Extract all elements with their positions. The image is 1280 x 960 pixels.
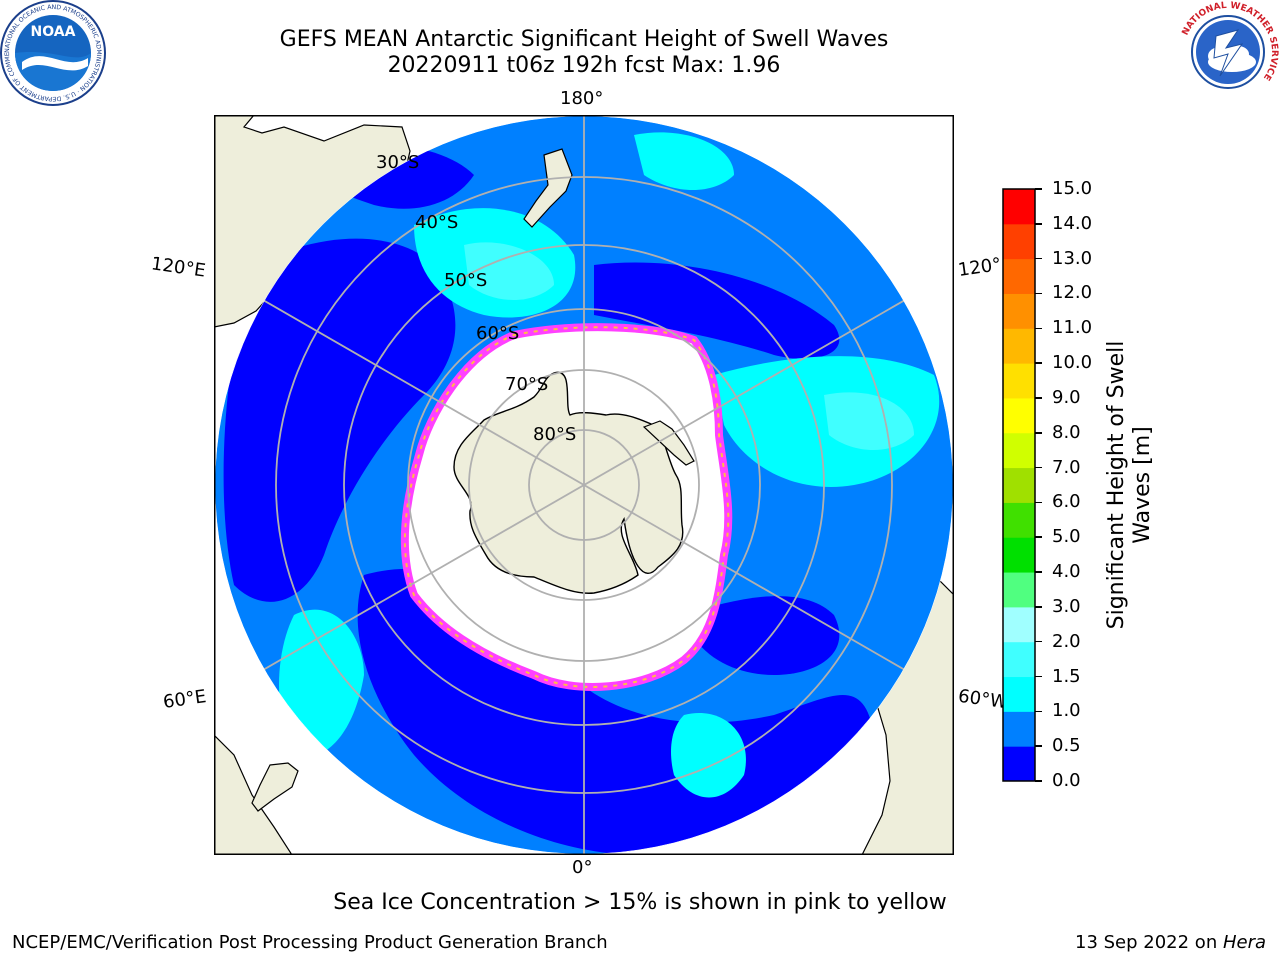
colorbar-swatch xyxy=(1003,189,1035,225)
colorbar-tick-label: 15.0 xyxy=(1052,178,1093,199)
chart-title-line1: GEFS MEAN Antarctic Significant Height o… xyxy=(279,27,889,52)
lat-label-80s: 80°S xyxy=(533,424,577,445)
colorbar-swatch xyxy=(1003,397,1035,434)
colorbar-tick-mark xyxy=(1035,432,1042,434)
sea-ice-caption: Sea Ice Concentration > 15% is shown in … xyxy=(333,890,947,915)
polar-map-svg xyxy=(213,114,955,856)
colorbar-swatch xyxy=(1003,258,1035,294)
colorbar-tick-mark xyxy=(1035,223,1042,225)
polar-map xyxy=(213,114,955,856)
lon-label-120w: 120° xyxy=(956,254,1003,281)
colorbar-swatch xyxy=(1003,467,1035,503)
swell-higher-regions xyxy=(464,242,914,450)
lat-label-50s: 50°S xyxy=(444,270,488,291)
nws-logo: NATIONAL WEATHER SERVICE xyxy=(1177,1,1279,103)
colorbar-tick-label: 14.0 xyxy=(1052,212,1093,234)
colorbar-tick-label: 0.5 xyxy=(1052,735,1081,757)
colorbar-tick-label: 11.0 xyxy=(1052,317,1093,339)
colorbar-swatch xyxy=(1003,606,1035,643)
colorbar-swatch xyxy=(1003,572,1035,608)
swell-high-regions xyxy=(279,132,940,798)
colorbar-tick-label: 4.0 xyxy=(1052,561,1081,583)
colorbar-tick-mark xyxy=(1035,327,1042,330)
colorbar-swatch xyxy=(1003,293,1035,329)
colorbar-label-line1: Significant Height of Swell xyxy=(1104,340,1129,630)
colorbar-tick-mark xyxy=(1035,780,1042,782)
chart-title-line2: 20220911 t06z 192h fcst Max: 1.96 xyxy=(387,53,781,78)
colorbar-tick-label: 12.0 xyxy=(1052,282,1093,304)
colorbar-swatch xyxy=(1003,676,1035,712)
colorbar-tick-label: 8.0 xyxy=(1052,421,1081,443)
colorbar-tick-mark xyxy=(1035,640,1042,643)
colorbar-swatch xyxy=(1003,432,1035,469)
antarctic-peninsula xyxy=(642,420,695,466)
colorbar-tick-label: 3.0 xyxy=(1052,595,1081,617)
noaa-logo: NATIONAL OCEANIC AND ATMOSPHERIC ADMINIS… xyxy=(0,0,106,106)
colorbar-tick-label: 10.0 xyxy=(1052,352,1093,374)
colorbar-tick-label: 1.5 xyxy=(1052,665,1081,687)
colorbar-border xyxy=(1002,188,1036,782)
colorbar-tick-mark xyxy=(1035,292,1042,295)
colorbar-tick-mark xyxy=(1035,745,1042,747)
colorbar-swatch xyxy=(1003,502,1035,538)
colorbar-swatch xyxy=(1003,223,1035,260)
colorbar xyxy=(1002,188,1036,782)
colorbar-tick-label: 7.0 xyxy=(1052,456,1081,478)
lat-label-40s: 40°S xyxy=(415,212,459,233)
colorbar-tick-label: 5.0 xyxy=(1052,526,1081,548)
colorbar-tick-mark xyxy=(1035,501,1042,504)
colorbar-tick-mark xyxy=(1035,362,1042,364)
colorbar-swatch xyxy=(1003,537,1035,573)
madagascar-landmass xyxy=(251,762,299,812)
colorbar-tick-label: 1.0 xyxy=(1052,700,1081,722)
colorbar-tick-label: 0.0 xyxy=(1052,770,1081,791)
meridian-lines xyxy=(215,116,953,854)
colorbar-tick-mark xyxy=(1035,536,1042,538)
footer-machine: Hera xyxy=(1222,932,1266,953)
footer-date-text: 13 Sep 2022 on xyxy=(1075,932,1223,953)
colorbar-tick-mark xyxy=(1035,710,1042,713)
footer-credit: NCEP/EMC/Verification Post Processing Pr… xyxy=(12,932,608,953)
lon-label-0: 0° xyxy=(572,857,593,878)
colorbar-tick-mark xyxy=(1035,606,1042,608)
antarctica-landmass xyxy=(453,371,684,594)
colorbar-tick-mark xyxy=(1035,675,1042,678)
colorbar-tick-mark xyxy=(1035,571,1042,573)
colorbar-tick-label: 9.0 xyxy=(1052,386,1081,408)
colorbar-tick-mark xyxy=(1035,466,1042,469)
colorbar-tick-mark xyxy=(1035,188,1042,190)
lat-label-60s: 60°S xyxy=(476,323,520,344)
lat-label-70s: 70°S xyxy=(505,374,549,395)
colorbar-tick-mark xyxy=(1035,397,1042,399)
colorbar-swatch xyxy=(1003,746,1035,782)
lon-label-180: 180° xyxy=(560,88,604,109)
lon-label-120e: 120°E xyxy=(149,253,207,282)
footer-date: 13 Sep 2022 on Hera xyxy=(1075,932,1266,953)
colorbar-tick-label: 2.0 xyxy=(1052,630,1081,652)
colorbar-tick-label: 13.0 xyxy=(1052,247,1093,269)
colorbar-swatch xyxy=(1003,363,1035,399)
colorbar-label: Significant Height of Swell Waves [m] xyxy=(1104,275,1156,695)
lat-label-30s: 30°S xyxy=(376,152,420,173)
map-border xyxy=(214,115,954,855)
colorbar-label-line2: Waves [m] xyxy=(1130,426,1155,544)
colorbar-swatch xyxy=(1003,711,1035,747)
new-zealand-landmass xyxy=(523,148,573,228)
colorbar-tick-mark xyxy=(1035,257,1042,260)
noaa-logo-text: NOAA xyxy=(31,24,76,40)
colorbar-tick-label: 6.0 xyxy=(1052,491,1081,513)
colorbar-swatch xyxy=(1003,641,1035,678)
lon-label-60e: 60°E xyxy=(161,686,208,713)
colorbar-swatch xyxy=(1003,328,1035,364)
